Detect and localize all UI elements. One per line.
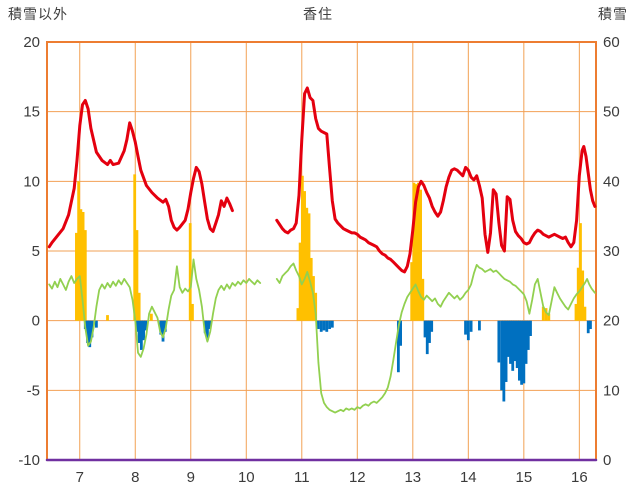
svg-text:5: 5 <box>32 243 40 260</box>
svg-text:15: 15 <box>23 104 40 121</box>
svg-text:-5: -5 <box>27 382 40 399</box>
left-axis-ticks: 20 15 10 5 0 -5 -10 <box>18 34 40 469</box>
svg-text:20: 20 <box>23 34 40 51</box>
blue-bars <box>83 320 592 402</box>
left-axis-title: 積雪以外 <box>8 6 68 22</box>
svg-text:50: 50 <box>603 104 620 121</box>
svg-text:60: 60 <box>603 34 620 51</box>
svg-text:11: 11 <box>294 469 310 486</box>
svg-text:15: 15 <box>515 469 532 486</box>
svg-text:12: 12 <box>349 469 366 486</box>
svg-text:20: 20 <box>603 313 620 330</box>
right-axis-title: 積雪 <box>598 6 628 22</box>
svg-text:10: 10 <box>238 469 255 486</box>
chart-title: 香住 <box>303 6 333 22</box>
red-line <box>47 86 597 274</box>
svg-text:14: 14 <box>460 469 477 486</box>
svg-text:16: 16 <box>571 469 588 486</box>
svg-text:0: 0 <box>32 313 40 330</box>
svg-text:7: 7 <box>76 469 84 486</box>
green-line <box>48 258 596 414</box>
svg-text:8: 8 <box>131 469 139 486</box>
svg-text:30: 30 <box>603 243 620 260</box>
svg-text:-10: -10 <box>18 452 40 469</box>
svg-text:9: 9 <box>187 469 195 486</box>
svg-text:10: 10 <box>603 382 620 399</box>
svg-text:10: 10 <box>23 173 40 190</box>
x-axis-ticks: 7 8 9 10 11 12 13 14 15 16 <box>76 469 588 486</box>
svg-text:40: 40 <box>603 173 620 190</box>
svg-text:0: 0 <box>603 452 611 469</box>
right-axis-ticks: 60 50 40 30 20 10 0 <box>603 34 620 469</box>
svg-text:13: 13 <box>404 469 421 486</box>
